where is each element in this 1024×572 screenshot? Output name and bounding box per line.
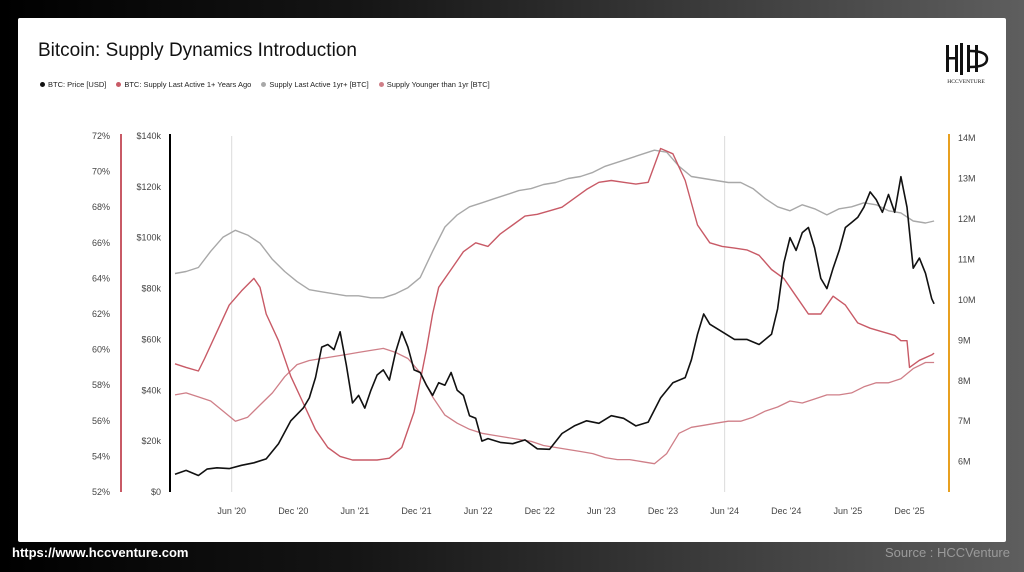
y-tick-btc: 13M: [958, 173, 976, 183]
footer-url-link[interactable]: https://www.hccventure.com: [12, 545, 189, 560]
x-tick: Jun '25: [834, 506, 863, 516]
legend-label: BTC: Supply Last Active 1+ Years Ago: [124, 80, 252, 89]
y-tick-btc: 8M: [958, 376, 971, 386]
y-tick-btc: 10M: [958, 295, 976, 305]
y-tick-pct: 72%: [92, 131, 110, 141]
hcc-logo-icon: HCCVENTURE: [946, 43, 989, 85]
y-tick-btc: 12M: [958, 214, 976, 224]
series-line-price: [174, 175, 935, 477]
y-tick-pct: 62%: [92, 309, 110, 319]
legend-item-supply-younger[interactable]: Supply Younger than 1yr [BTC]: [378, 80, 490, 89]
chart-card: Bitcoin: Supply Dynamics Introduction BT…: [18, 18, 1006, 542]
chart-title: Bitcoin: Supply Dynamics Introduction: [38, 40, 357, 61]
series-line-supply-1y-plus-btc: [174, 149, 935, 299]
y-tick-btc: 9M: [958, 335, 971, 345]
logo-text: HCCVENTURE: [947, 79, 985, 85]
legend-label: Supply Last Active 1yr+ [BTC]: [269, 80, 369, 89]
y-tick-pct: 52%: [92, 487, 110, 497]
y-tick-btc: 11M: [958, 254, 975, 264]
footer-source: Source : HCCVenture: [884, 545, 1010, 560]
x-tick: Jun '23: [587, 506, 616, 516]
x-tick: Dec '20: [278, 506, 308, 516]
x-tick: Dec '21: [401, 506, 431, 516]
x-tick: Jun '22: [464, 506, 493, 516]
x-tick: Dec '24: [771, 506, 801, 516]
y-tick-usd: $20k: [141, 436, 161, 446]
y-tick-usd: $40k: [141, 385, 161, 395]
y-tick-pct: 58%: [92, 380, 110, 390]
y-tick-pct: 54%: [92, 451, 110, 461]
series-line-supply-1y-plus-pct: [174, 147, 935, 461]
x-tick: Jun '21: [341, 506, 370, 516]
legend-dot-icon: [261, 82, 267, 87]
y-tick-usd: $120k: [136, 182, 161, 192]
y-tick-pct: 56%: [92, 416, 110, 426]
legend-item-price[interactable]: BTC: Price [USD]: [40, 80, 106, 89]
series-line-supply-younger: [174, 347, 935, 465]
legend-item-supply-1y-plus-btc[interactable]: Supply Last Active 1yr+ [BTC]: [261, 80, 369, 89]
x-tick: Dec '25: [894, 506, 924, 516]
y-tick-usd: $100k: [136, 233, 161, 243]
y-tick-usd: $60k: [141, 334, 161, 344]
chart-plot: 72% 70% 68% 66% 64% 62% 60% 58% 56% 54% 52% $140k $1…: [92, 131, 976, 516]
y-tick-pct: 70%: [92, 167, 110, 177]
x-tick: Dec '23: [648, 506, 678, 516]
legend-item-supply-1y-plus-pct[interactable]: BTC: Supply Last Active 1+ Years Ago: [116, 80, 251, 89]
y-tick-btc: 7M: [958, 416, 971, 426]
y-tick-btc: 14M: [958, 133, 976, 143]
y-tick-btc: 6M: [958, 457, 971, 467]
y-tick-pct: 68%: [92, 202, 110, 212]
y-tick-pct: 60%: [92, 345, 110, 355]
legend-dot-icon: [40, 82, 45, 87]
legend-dot-icon: [378, 82, 384, 87]
x-tick: Dec '22: [525, 506, 555, 516]
chart-legend: BTC: Price [USD] BTC: Supply Last Active…: [40, 80, 490, 89]
y-tick-usd: $140k: [136, 131, 161, 141]
x-tick: Jun '24: [710, 506, 739, 516]
y-tick-usd: $0: [151, 487, 161, 497]
x-tick: Jun '20: [217, 506, 246, 516]
y-tick-usd: $80k: [141, 284, 161, 294]
legend-label: Supply Younger than 1yr [BTC]: [386, 80, 490, 89]
legend-label: BTC: Price [USD]: [48, 80, 107, 89]
y-tick-pct: 64%: [92, 273, 110, 283]
legend-dot-icon: [116, 82, 122, 87]
y-tick-pct: 66%: [92, 238, 110, 248]
